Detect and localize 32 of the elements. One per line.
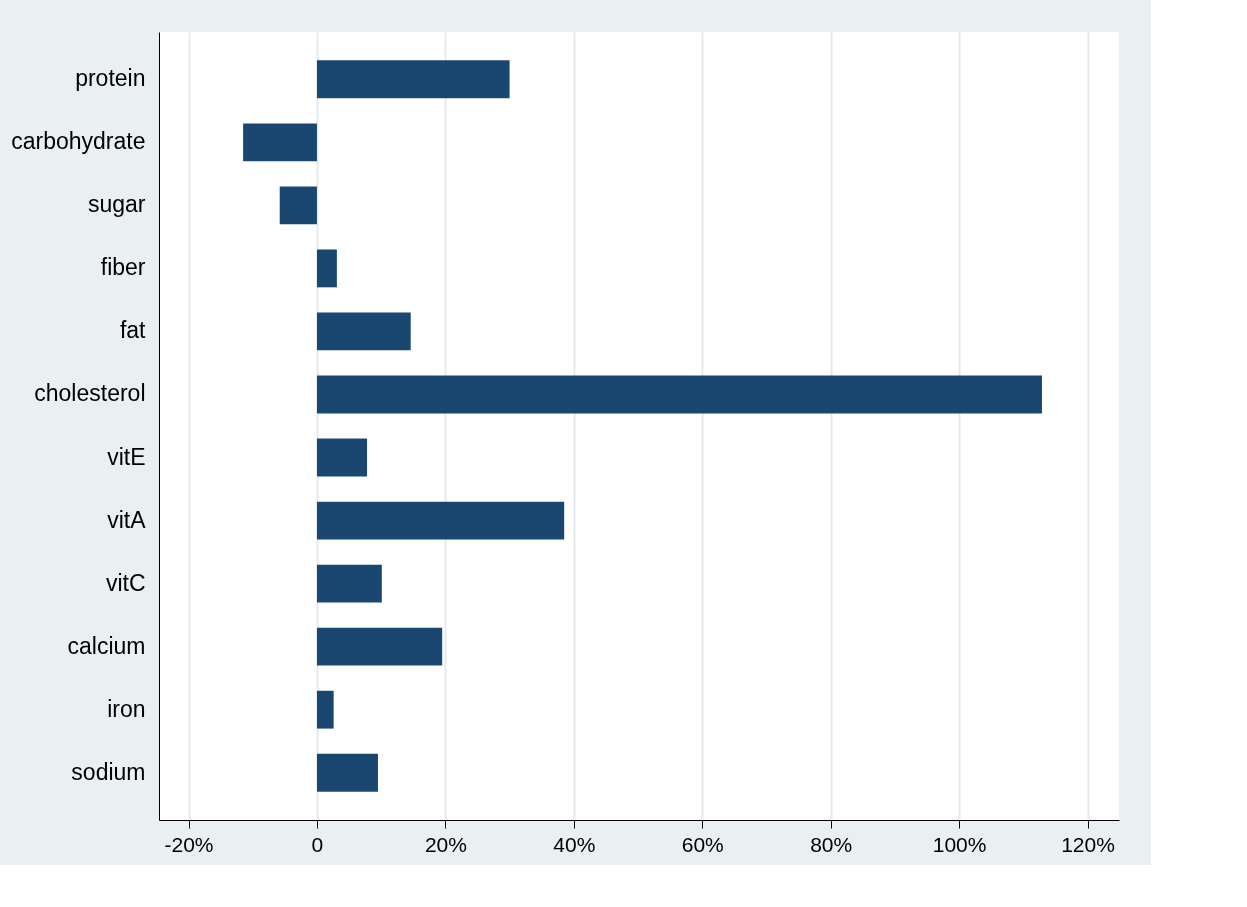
bar bbox=[316, 564, 382, 603]
bar bbox=[316, 627, 443, 666]
x-tick-label: 60% bbox=[681, 832, 724, 856]
bar bbox=[316, 501, 565, 540]
bar bbox=[316, 312, 411, 351]
bar bbox=[243, 123, 317, 162]
bar bbox=[316, 690, 334, 729]
bar bbox=[279, 186, 317, 225]
x-tick-label: 20% bbox=[424, 832, 467, 856]
x-tick-label: 120% bbox=[1061, 832, 1115, 856]
y-tick-label: carbohydrate bbox=[11, 128, 146, 155]
y-tick-label: vitE bbox=[107, 443, 146, 470]
bar bbox=[316, 249, 337, 288]
x-tick-label: 100% bbox=[932, 832, 987, 856]
bar bbox=[316, 60, 510, 99]
bar bbox=[316, 753, 378, 792]
y-tick-label: cholesterol bbox=[34, 380, 146, 407]
x-tick-label: -20% bbox=[164, 832, 214, 856]
bar bbox=[316, 375, 1042, 414]
y-tick-label: sugar bbox=[87, 191, 146, 218]
x-tick-label: 80% bbox=[810, 832, 853, 856]
y-tick-label: fat bbox=[119, 317, 147, 344]
y-tick-label: calcium bbox=[67, 632, 146, 659]
bar bbox=[316, 438, 368, 477]
y-tick-label: protein bbox=[75, 65, 146, 92]
x-tick-label: 0 bbox=[311, 832, 324, 856]
y-tick-label: iron bbox=[107, 695, 146, 722]
y-tick-label: vitA bbox=[107, 506, 147, 533]
y-tick-label: fiber bbox=[100, 254, 146, 281]
y-tick-label: vitC bbox=[105, 569, 146, 596]
y-tick-label: sodium bbox=[71, 758, 146, 785]
x-tick-label: 40% bbox=[553, 832, 596, 856]
